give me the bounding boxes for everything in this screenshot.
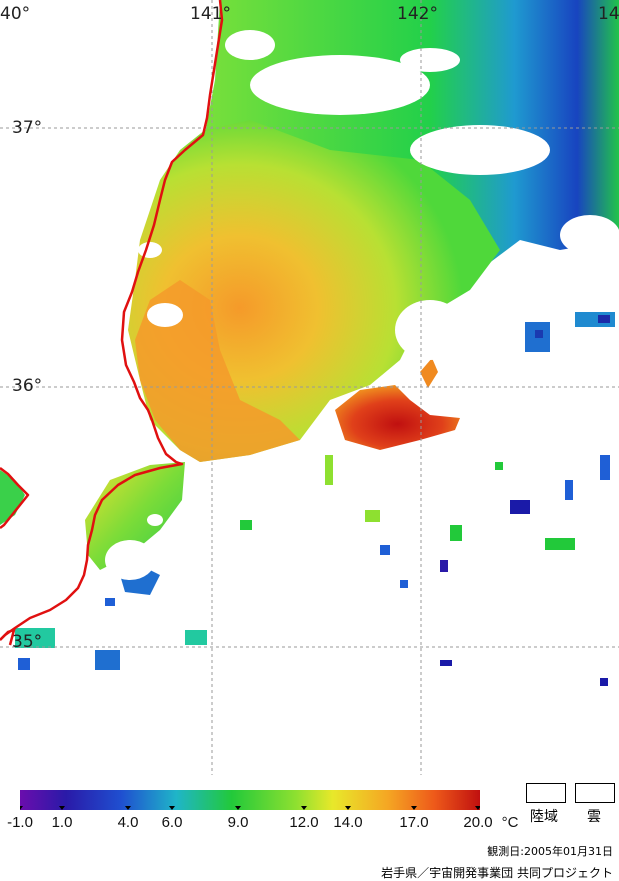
graticule [0, 0, 619, 775]
tick-label: 6.0 [161, 814, 183, 831]
tick-label: 9.0 [227, 814, 249, 831]
coastline-left [0, 467, 30, 529]
tick-label: 12.0 [289, 814, 319, 831]
temperature-color-bar [20, 790, 480, 810]
sst-hot-spot [335, 385, 460, 450]
tick-label: 17.0 [399, 814, 429, 831]
credit-text: 岩手県／宇宙開発事業団 共同プロジェクト [381, 866, 613, 880]
observation-date: 観測日:2005年01月31日 [487, 845, 613, 858]
sst-scatter [15, 312, 615, 686]
cloud-legend-label: 雲 [587, 809, 601, 825]
sst-warm-tongue [135, 280, 300, 462]
lon-label-142: 142° [397, 4, 438, 24]
lat-label-36: 36° [12, 376, 43, 396]
cloud-holes [105, 30, 619, 580]
unit-label: °C [501, 814, 519, 831]
cloud-legend-swatch [575, 783, 615, 803]
sea-surface-temperature-map [0, 0, 619, 775]
lon-label-140: 40° [0, 4, 31, 24]
tick-label: 14.0 [333, 814, 363, 831]
coastline-sw [0, 628, 16, 646]
coastline-main [0, 0, 224, 641]
tick-label: 20.0 [463, 814, 493, 831]
sst-hot-filament [420, 358, 438, 388]
lat-label-35: 35° [12, 632, 43, 652]
sst-left-patch [0, 470, 25, 525]
land-legend-label: 陸域 [530, 809, 558, 825]
land-legend-swatch [526, 783, 566, 803]
sst-boso-water [85, 462, 185, 570]
lon-label-141: 141° [190, 4, 231, 24]
lat-label-37: 37° [12, 118, 43, 138]
tick-label: 1.0 [51, 814, 73, 831]
lon-label-143: 14 [598, 4, 619, 24]
tick-label: 4.0 [117, 814, 139, 831]
tick-label: -1.0 [7, 814, 33, 831]
